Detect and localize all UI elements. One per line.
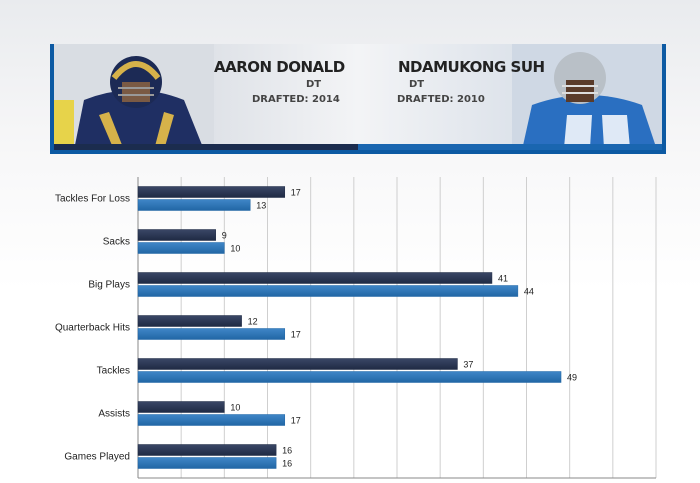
data-label: 17	[291, 188, 301, 198]
banner-color-band	[54, 144, 662, 150]
header-banner: AARON DONALD DT DRAFTED: 2014 NDAMUKONG …	[50, 44, 666, 154]
bar-series2	[137, 199, 251, 211]
category-label: Tackles For Loss	[55, 194, 130, 205]
data-label: 17	[291, 416, 301, 426]
bar-series1	[137, 444, 277, 456]
category-label: Quarterback Hits	[55, 323, 130, 334]
bar-series1	[137, 272, 493, 284]
bar-series2	[137, 242, 225, 254]
bar-series2	[137, 414, 286, 426]
category-label: Tackles	[97, 366, 130, 377]
bar-series1	[137, 186, 286, 198]
category-label: Sacks	[103, 237, 130, 248]
bar-series2	[137, 457, 277, 469]
player2-position: DT	[409, 79, 425, 90]
data-label: 37	[463, 360, 473, 370]
category-label: Big Plays	[88, 280, 130, 291]
data-label: 49	[567, 373, 577, 383]
data-label: 17	[291, 330, 301, 340]
player1-position: DT	[306, 79, 322, 90]
player2-name: NDAMUKONG SUH	[398, 58, 545, 76]
data-label: 13	[256, 201, 266, 211]
category-label: Assists	[98, 409, 130, 420]
player2-drafted: DRAFTED: 2010	[397, 94, 485, 105]
bar-series1	[137, 358, 458, 370]
data-label: 10	[230, 403, 240, 413]
data-label: 44	[524, 287, 534, 297]
bar-series1	[137, 315, 242, 327]
bar-series1	[137, 229, 216, 241]
player1-name: AARON DONALD	[214, 58, 345, 76]
category-label: Games Played	[64, 452, 130, 463]
player1-photo	[54, 44, 214, 150]
player1-drafted: DRAFTED: 2014	[252, 94, 340, 105]
data-label: 16	[282, 446, 292, 456]
data-label: 10	[230, 244, 240, 254]
bar-series1	[137, 401, 225, 413]
data-label: 12	[248, 317, 258, 327]
bar-series2	[137, 285, 519, 297]
data-label: 16	[282, 459, 292, 469]
bar-series2	[137, 371, 562, 383]
data-label: 41	[498, 274, 508, 284]
player2-photo	[512, 44, 662, 150]
data-label: 9	[222, 231, 227, 241]
bar-series2	[137, 328, 286, 340]
